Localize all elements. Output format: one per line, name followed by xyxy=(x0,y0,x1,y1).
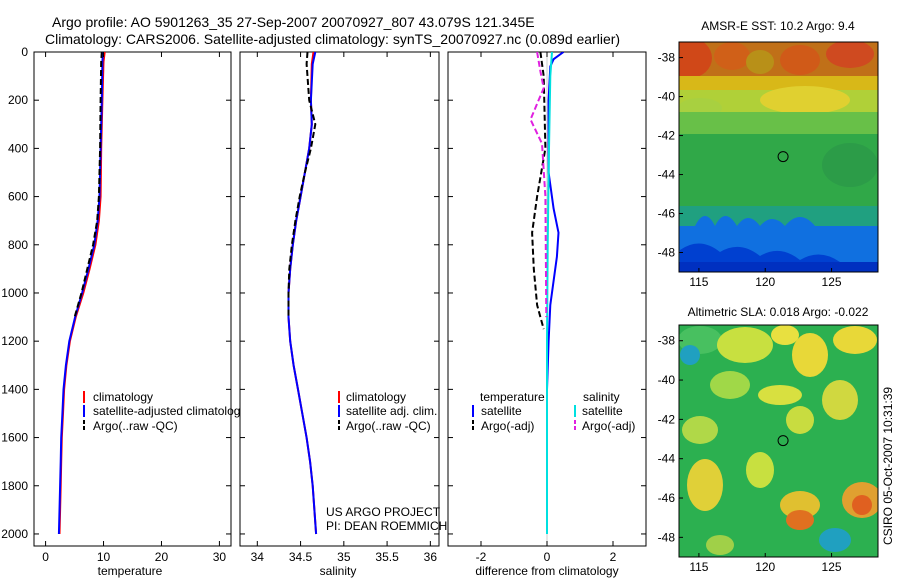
header-line1: Argo profile: AO 5901263_35 27-Sep-2007 … xyxy=(52,14,535,30)
temperature-legend: climatology satellite-adjusted climatolo… xyxy=(83,390,246,433)
y-tick-label: 400 xyxy=(8,141,28,155)
x-tick-label: 35 xyxy=(337,550,351,564)
temperature-axes xyxy=(33,51,232,547)
y-tick-label: 800 xyxy=(8,238,28,252)
map-x-tick-label: 120 xyxy=(755,275,775,289)
legend-label-satellite-adjusted: satellite-adjusted climatology xyxy=(93,404,246,418)
argo-location-marker xyxy=(777,435,789,447)
x-tick-label: 36 xyxy=(424,550,438,564)
project-annotation-line1: US ARGO PROJECT xyxy=(326,505,441,519)
temperature-panel: 0 10 20 30 0 200 400 600 800 1000 1200 1400 1600 1800… xyxy=(1,45,246,578)
y-tick-label: 1800 xyxy=(1,479,28,493)
series-line-satellite-adjusted-climatology xyxy=(57,52,104,535)
difference-legend: temperature salinity satellite Argo(-adj… xyxy=(472,390,635,433)
map-y-tick-label: -44 xyxy=(658,168,676,182)
salinity-panel: 34 34.5 35 35.5 36 salinity climatology sate… xyxy=(239,51,447,578)
legend-label-argo: Argo(..raw -QC) xyxy=(346,419,431,433)
x-tick-label: 35.5 xyxy=(375,550,399,564)
salinity-xlabel: salinity xyxy=(320,564,357,578)
sst-map-frame xyxy=(678,41,879,273)
x-tick-label: -2 xyxy=(476,550,487,564)
series-line-salinity-argo-adj xyxy=(529,52,548,318)
difference-xlabel: difference from climatology xyxy=(475,564,618,578)
sst-map-image xyxy=(679,42,878,272)
map-x-tick-label: 115 xyxy=(689,560,708,574)
map-y-tick-label: -44 xyxy=(658,452,676,466)
salinity-legend: climatology satellite adj. clim. Argo(..… xyxy=(338,390,437,433)
legend-label-sal-satellite: satellite xyxy=(582,404,623,418)
sla-map-frame xyxy=(678,324,879,558)
legend-title-salinity: salinity xyxy=(583,390,620,404)
header-line2: Climatology: CARS2006. Satellite-adjuste… xyxy=(45,31,620,47)
x-tick-label: 10 xyxy=(97,550,111,564)
sst-map-title: AMSR-E SST: 10.2 Argo: 9.4 xyxy=(701,19,855,33)
legend-label-climatology: climatology xyxy=(346,390,406,404)
legend-label-temp-satellite: satellite xyxy=(481,404,522,418)
map-y-tick-label: -42 xyxy=(658,412,676,426)
difference-panel: -2 0 2 difference from climatology tempera… xyxy=(447,51,647,578)
map-x-tick-label: 120 xyxy=(755,560,775,574)
map-y-tick-label: -46 xyxy=(658,491,676,505)
y-tick-label: 1000 xyxy=(1,286,28,300)
argo-location-marker xyxy=(777,151,789,163)
legend-label-argo: Argo(..raw -QC) xyxy=(93,419,178,433)
project-annotation-line2: PI: DEAN ROEMMICH xyxy=(326,519,447,533)
map-y-tick-label: -40 xyxy=(658,90,676,104)
x-tick-label: 30 xyxy=(213,550,227,564)
map-y-tick-label: -46 xyxy=(658,207,676,221)
x-tick-label: 0 xyxy=(544,550,551,564)
map-x-tick-label: 115 xyxy=(689,275,708,289)
series-line-salinity-satellite xyxy=(546,52,553,534)
legend-label-satellite-adj: satellite adj. clim. xyxy=(346,404,437,418)
sla-map-title: Altimetric SLA: 0.018 Argo: -0.022 xyxy=(688,305,869,319)
x-tick-label: 34 xyxy=(251,550,265,564)
sst-map-panel: AMSR-E SST: 10.2 Argo: 9.4 115 120 125 -38 -… xyxy=(658,19,879,289)
legend-label-temp-argo: Argo(-adj) xyxy=(481,419,534,433)
map-y-tick-label: -48 xyxy=(658,530,676,544)
x-tick-label: 0 xyxy=(42,550,49,564)
y-tick-label: 1400 xyxy=(1,382,28,396)
map-y-tick-label: -40 xyxy=(658,373,676,387)
y-tick-label: 2000 xyxy=(1,527,28,541)
map-x-tick-label: 125 xyxy=(822,275,842,289)
y-tick-label: 1200 xyxy=(1,334,28,348)
map-y-tick-label: -38 xyxy=(658,334,676,348)
csiro-timestamp: CSIRO 05-Oct-2007 10:31:39 xyxy=(881,387,895,545)
y-tick-label: 600 xyxy=(8,190,28,204)
legend-label-sal-argo: Argo(-adj) xyxy=(582,419,635,433)
legend-label-climatology: climatology xyxy=(93,390,153,404)
legend-title-temperature: temperature xyxy=(480,390,545,404)
salinity-axes xyxy=(239,51,440,547)
x-tick-label: 34.5 xyxy=(289,550,313,564)
map-x-tick-label: 125 xyxy=(822,560,842,574)
temperature-xlabel: temperature xyxy=(98,564,163,578)
x-tick-label: 2 xyxy=(610,550,617,564)
y-tick-label: 0 xyxy=(21,45,28,59)
map-y-tick-label: -38 xyxy=(658,51,676,65)
map-y-tick-label: -48 xyxy=(658,246,676,260)
map-y-tick-label: -42 xyxy=(658,129,676,143)
series-line-argo-raw-qc xyxy=(73,52,103,318)
x-tick-label: 20 xyxy=(155,550,169,564)
y-tick-label: 1600 xyxy=(1,431,28,445)
y-tick-label: 200 xyxy=(8,93,28,107)
sla-map-image xyxy=(679,325,878,557)
sla-map-panel: Altimetric SLA: 0.018 Argo: -0.022 xyxy=(658,305,879,574)
